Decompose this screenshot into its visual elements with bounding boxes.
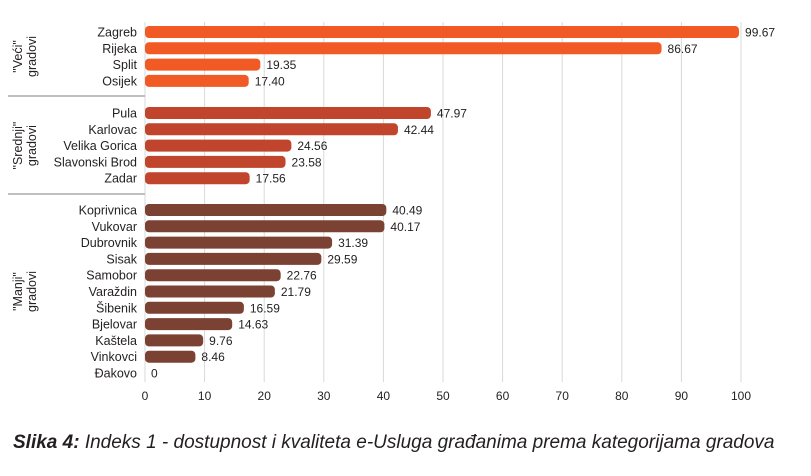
x-tick-label: 100 xyxy=(731,389,751,403)
category-label: Sisak xyxy=(106,252,137,266)
bar xyxy=(145,58,261,71)
category-label: Vinkovci xyxy=(91,350,137,364)
data-label: 17.40 xyxy=(255,74,285,88)
bar xyxy=(145,334,204,347)
x-tick-label: 70 xyxy=(556,389,570,403)
bar xyxy=(145,204,387,216)
category-label: Šibenik xyxy=(96,300,138,315)
caption-text: Indeks 1 - dostupnost i kvaliteta e-Uslu… xyxy=(79,432,775,453)
x-tick-label: 30 xyxy=(317,389,331,403)
group-label-line1: "Srednji" xyxy=(11,122,25,170)
data-label: 29.59 xyxy=(327,252,357,266)
bar xyxy=(145,155,286,168)
bar xyxy=(145,220,385,233)
bar-chart-svg: Zagreb 99.67 Rijeka 86.67 Split 19.35 Osijek 17… xyxy=(8,22,775,403)
x-tick-label: 40 xyxy=(377,389,391,403)
data-label: 86.67 xyxy=(668,42,698,56)
data-label: 99.67 xyxy=(745,26,775,40)
bar xyxy=(145,172,250,185)
data-label: 31.39 xyxy=(338,236,368,250)
category-label: Zadar xyxy=(104,172,137,186)
data-label: 8.46 xyxy=(201,350,225,364)
category-label: Dubrovnik xyxy=(81,236,138,250)
bar xyxy=(145,285,275,298)
data-label: 9.76 xyxy=(209,334,233,348)
chart: Zagreb 99.67 Rijeka 86.67 Split 19.35 Osijek 17… xyxy=(8,22,775,403)
category-label: Karlovac xyxy=(88,123,137,137)
bar xyxy=(145,107,431,119)
bar xyxy=(145,350,196,363)
bar xyxy=(145,318,233,331)
bar xyxy=(145,26,740,38)
data-label: 17.56 xyxy=(256,172,286,186)
category-label: Bjelovar xyxy=(92,318,137,332)
data-label: 0 xyxy=(151,367,158,381)
category-label: Đakovo xyxy=(95,367,137,381)
x-tick-label: 20 xyxy=(258,389,272,403)
caption-label: Slika 4: xyxy=(13,432,80,453)
data-label: 21.79 xyxy=(281,285,311,299)
group-label-line1: "Veći" xyxy=(11,40,25,73)
data-label: 22.76 xyxy=(287,269,317,283)
category-label: Samobor xyxy=(86,269,137,283)
bar xyxy=(145,74,249,87)
bar xyxy=(145,301,244,314)
bar xyxy=(145,269,281,282)
group-label-line2: gradovi xyxy=(25,271,39,312)
bar xyxy=(145,139,292,152)
category-label: Slavonski Brod xyxy=(54,155,137,169)
category-label: Split xyxy=(113,58,138,72)
group-label: "Manji"gradovi xyxy=(11,271,39,312)
bar xyxy=(145,123,398,136)
figure-caption: Slika 4: Indeks 1 - dostupnost i kvalite… xyxy=(13,432,774,454)
data-label: 42.44 xyxy=(404,123,434,137)
group-label: "Srednji"gradovi xyxy=(11,122,39,170)
category-label: Rijeka xyxy=(102,42,137,56)
x-tick-label: 90 xyxy=(675,389,689,403)
data-label: 14.63 xyxy=(238,318,268,332)
x-tick-label: 50 xyxy=(436,389,450,403)
category-label: Pula xyxy=(112,107,137,121)
data-label: 16.59 xyxy=(250,301,280,315)
x-tick-label: 60 xyxy=(496,389,510,403)
category-label: Koprivnica xyxy=(79,204,137,218)
x-tick-label: 10 xyxy=(198,389,212,403)
category-label: Varaždin xyxy=(89,285,137,299)
group-label-line1: "Manji" xyxy=(11,272,25,311)
group-label-line2: gradovi xyxy=(25,36,39,77)
data-label: 47.97 xyxy=(437,107,467,121)
bar xyxy=(145,42,662,55)
bar xyxy=(145,236,333,249)
data-label: 40.17 xyxy=(390,220,420,234)
data-label: 19.35 xyxy=(266,58,296,72)
category-label: Zagreb xyxy=(97,26,137,40)
x-tick-label: 80 xyxy=(615,389,629,403)
group-label: "Veći"gradovi xyxy=(11,36,39,77)
data-label: 23.58 xyxy=(292,155,322,169)
bar xyxy=(145,252,322,265)
data-label: 40.49 xyxy=(392,204,422,218)
group-label-line2: gradovi xyxy=(25,125,39,166)
category-label: Kaštela xyxy=(95,334,137,348)
category-label: Osijek xyxy=(102,74,137,88)
category-label: Velika Gorica xyxy=(63,139,137,153)
x-tick-label: 0 xyxy=(142,389,149,403)
data-label: 24.56 xyxy=(297,139,327,153)
category-label: Vukovar xyxy=(92,220,137,234)
